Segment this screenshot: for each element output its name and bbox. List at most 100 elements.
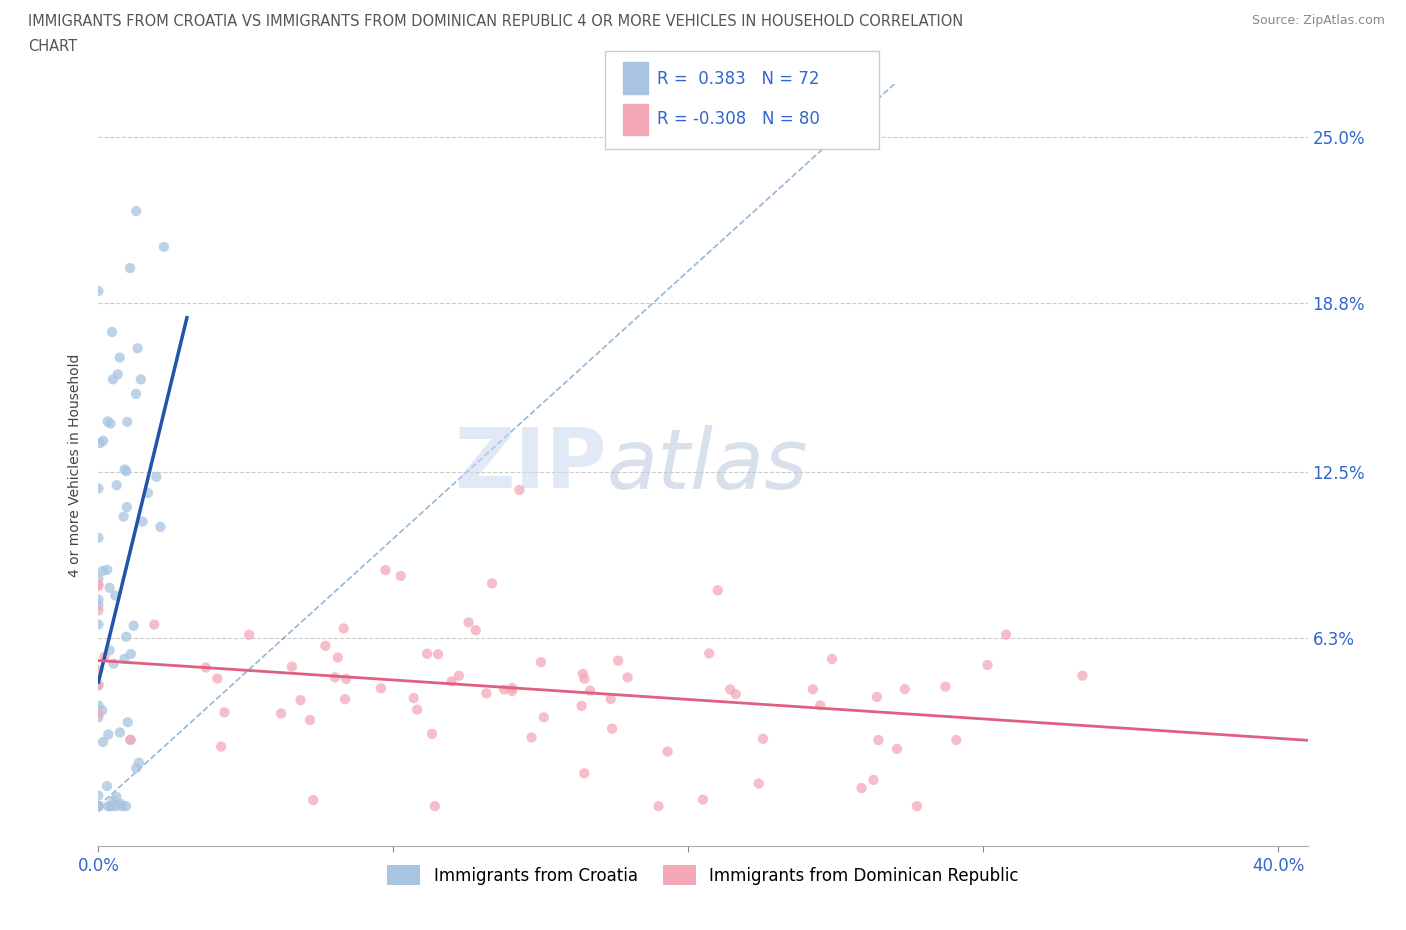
Point	[96, 563, 118, 578]
Point	[87, 577, 110, 591]
Point	[131, 514, 153, 529]
Point	[416, 646, 439, 661]
Point	[125, 387, 148, 402]
Point	[149, 520, 172, 535]
Point	[481, 576, 503, 591]
Point	[995, 627, 1018, 642]
Point	[406, 702, 429, 717]
Point	[87, 678, 110, 693]
Point	[423, 799, 446, 814]
Point	[87, 799, 110, 814]
Point	[508, 483, 530, 498]
Point	[117, 715, 139, 730]
Point	[290, 693, 312, 708]
Point	[87, 617, 110, 631]
Point	[616, 670, 638, 684]
Point	[572, 667, 595, 682]
Text: R = -0.308   N = 80: R = -0.308 N = 80	[657, 111, 820, 128]
Point	[87, 571, 110, 586]
Point	[748, 777, 770, 791]
Point	[1071, 669, 1094, 684]
Point	[87, 530, 110, 545]
Point	[91, 735, 114, 750]
Point	[530, 655, 553, 670]
Point	[238, 628, 260, 643]
Point	[464, 623, 486, 638]
Point	[87, 799, 110, 814]
Point	[905, 799, 928, 814]
Point	[97, 727, 120, 742]
Point	[571, 698, 593, 713]
Point	[599, 692, 621, 707]
Point	[115, 499, 138, 514]
Point	[105, 478, 128, 493]
Point	[370, 681, 392, 696]
Point	[724, 686, 747, 701]
Point	[108, 350, 131, 365]
Point	[101, 372, 124, 387]
Point	[821, 652, 844, 667]
Point	[91, 703, 114, 718]
Point	[115, 799, 138, 814]
Point	[153, 239, 176, 254]
Point	[87, 799, 110, 814]
Point	[332, 621, 354, 636]
Point	[302, 792, 325, 807]
Point	[87, 799, 110, 814]
Point	[87, 481, 110, 496]
Point	[87, 799, 110, 814]
Point	[501, 684, 523, 698]
Point	[335, 671, 357, 686]
Point	[87, 603, 110, 618]
Point	[104, 588, 127, 603]
Point	[120, 260, 142, 275]
Point	[87, 799, 110, 814]
Point	[326, 650, 349, 665]
Point	[115, 464, 138, 479]
Point	[402, 691, 425, 706]
Point	[87, 698, 110, 713]
Point	[457, 615, 479, 630]
Point	[976, 658, 998, 672]
Point	[128, 755, 150, 770]
Point	[104, 799, 127, 814]
Point	[314, 638, 336, 653]
Point	[579, 684, 602, 698]
Point	[114, 462, 136, 477]
Point	[945, 733, 967, 748]
Point	[91, 433, 114, 448]
Point	[209, 739, 232, 754]
Point	[862, 773, 884, 788]
Text: IMMIGRANTS FROM CROATIA VS IMMIGRANTS FROM DOMINICAN REPUBLIC 4 OR MORE VEHICLES: IMMIGRANTS FROM CROATIA VS IMMIGRANTS FR…	[28, 14, 963, 29]
Point	[868, 733, 890, 748]
Point	[533, 710, 555, 724]
Point	[125, 761, 148, 776]
Point	[420, 726, 443, 741]
Point	[98, 799, 121, 814]
Point	[97, 414, 120, 429]
Point	[107, 367, 129, 382]
Legend: Immigrants from Croatia, Immigrants from Dominican Republic: Immigrants from Croatia, Immigrants from…	[381, 858, 1025, 891]
Point	[886, 741, 908, 756]
Text: ZIP: ZIP	[454, 424, 606, 506]
Point	[647, 799, 669, 814]
Point	[87, 662, 110, 677]
Point	[87, 598, 110, 613]
Point	[87, 706, 110, 721]
Point	[207, 671, 229, 686]
Point	[866, 689, 889, 704]
Point	[600, 721, 623, 736]
Point	[108, 725, 131, 740]
Point	[111, 799, 134, 814]
Point	[93, 649, 115, 664]
Point	[934, 679, 956, 694]
Point	[501, 681, 523, 696]
Point	[125, 204, 148, 219]
Point	[87, 677, 110, 692]
Point	[105, 790, 128, 804]
Point	[707, 583, 730, 598]
Point	[475, 686, 498, 701]
Point	[120, 733, 142, 748]
Point	[98, 580, 121, 595]
Point	[101, 325, 124, 339]
